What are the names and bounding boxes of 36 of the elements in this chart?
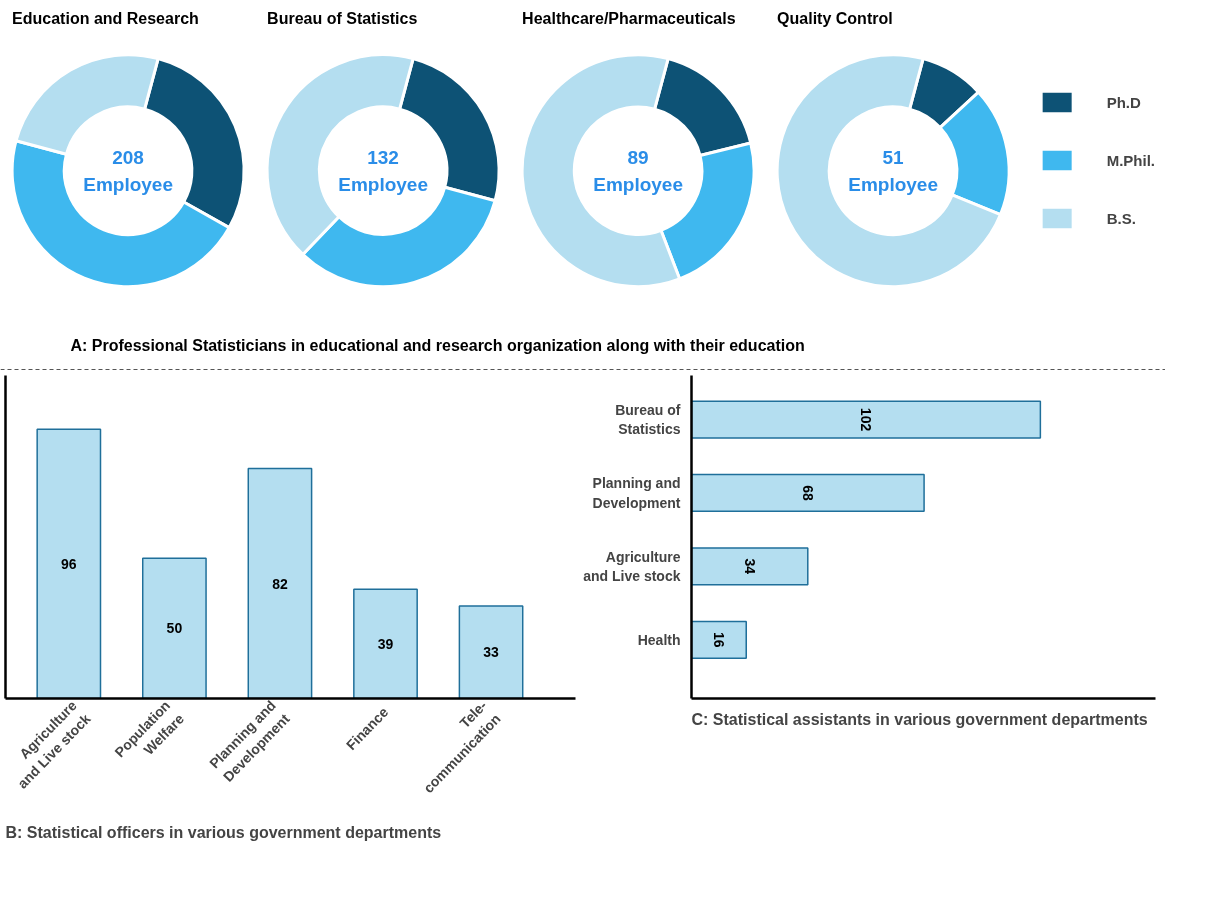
bar <box>691 547 809 586</box>
legend-label: M.Phil. <box>1106 151 1155 169</box>
bar <box>353 588 418 699</box>
data-label: 50 <box>166 620 183 637</box>
data-label: 39 <box>377 635 394 652</box>
bar <box>691 620 747 659</box>
text: 51 Employee <box>848 146 938 195</box>
chart-title: Education and Research <box>12 9 199 27</box>
y-tick-label: Health <box>637 631 681 648</box>
data-label: 102 <box>857 407 874 432</box>
y-tick-label: Bureau of Statistics <box>615 401 681 438</box>
text: 89 Employee <box>593 146 683 195</box>
data-label: 33 <box>483 644 500 661</box>
legend-label: Ph.D <box>1106 93 1141 111</box>
text: C: Statistical assistants in various government departments <box>691 710 1148 728</box>
bar <box>141 557 207 699</box>
y-tick-label: Agriculture and Live stock <box>583 548 681 584</box>
data-label: 34 <box>741 558 758 575</box>
chart-title: Bureau of Statistics <box>267 9 418 27</box>
bar <box>247 467 313 699</box>
data-label: 82 <box>272 575 288 592</box>
bar <box>691 400 1042 439</box>
text: 132 Employee <box>338 146 428 195</box>
legend-label: B.S. <box>1106 209 1136 227</box>
text: 208 Employee <box>83 146 173 195</box>
chart-title: Quality Control <box>777 9 893 27</box>
bar <box>691 473 925 513</box>
y-tick-label: Planning and Development <box>592 475 681 511</box>
text: B: Statistical officers in various government departments <box>5 823 442 841</box>
chart-title: Healthcare/Pharmaceuticals <box>522 9 736 27</box>
data-label: 96 <box>61 555 77 572</box>
bar <box>458 605 524 699</box>
bar <box>36 428 102 699</box>
text: A: Professional Statisticians in educational and research organization along with their education <box>70 337 805 354</box>
data-label: 16 <box>710 631 727 648</box>
data-label: 68 <box>799 485 816 501</box>
